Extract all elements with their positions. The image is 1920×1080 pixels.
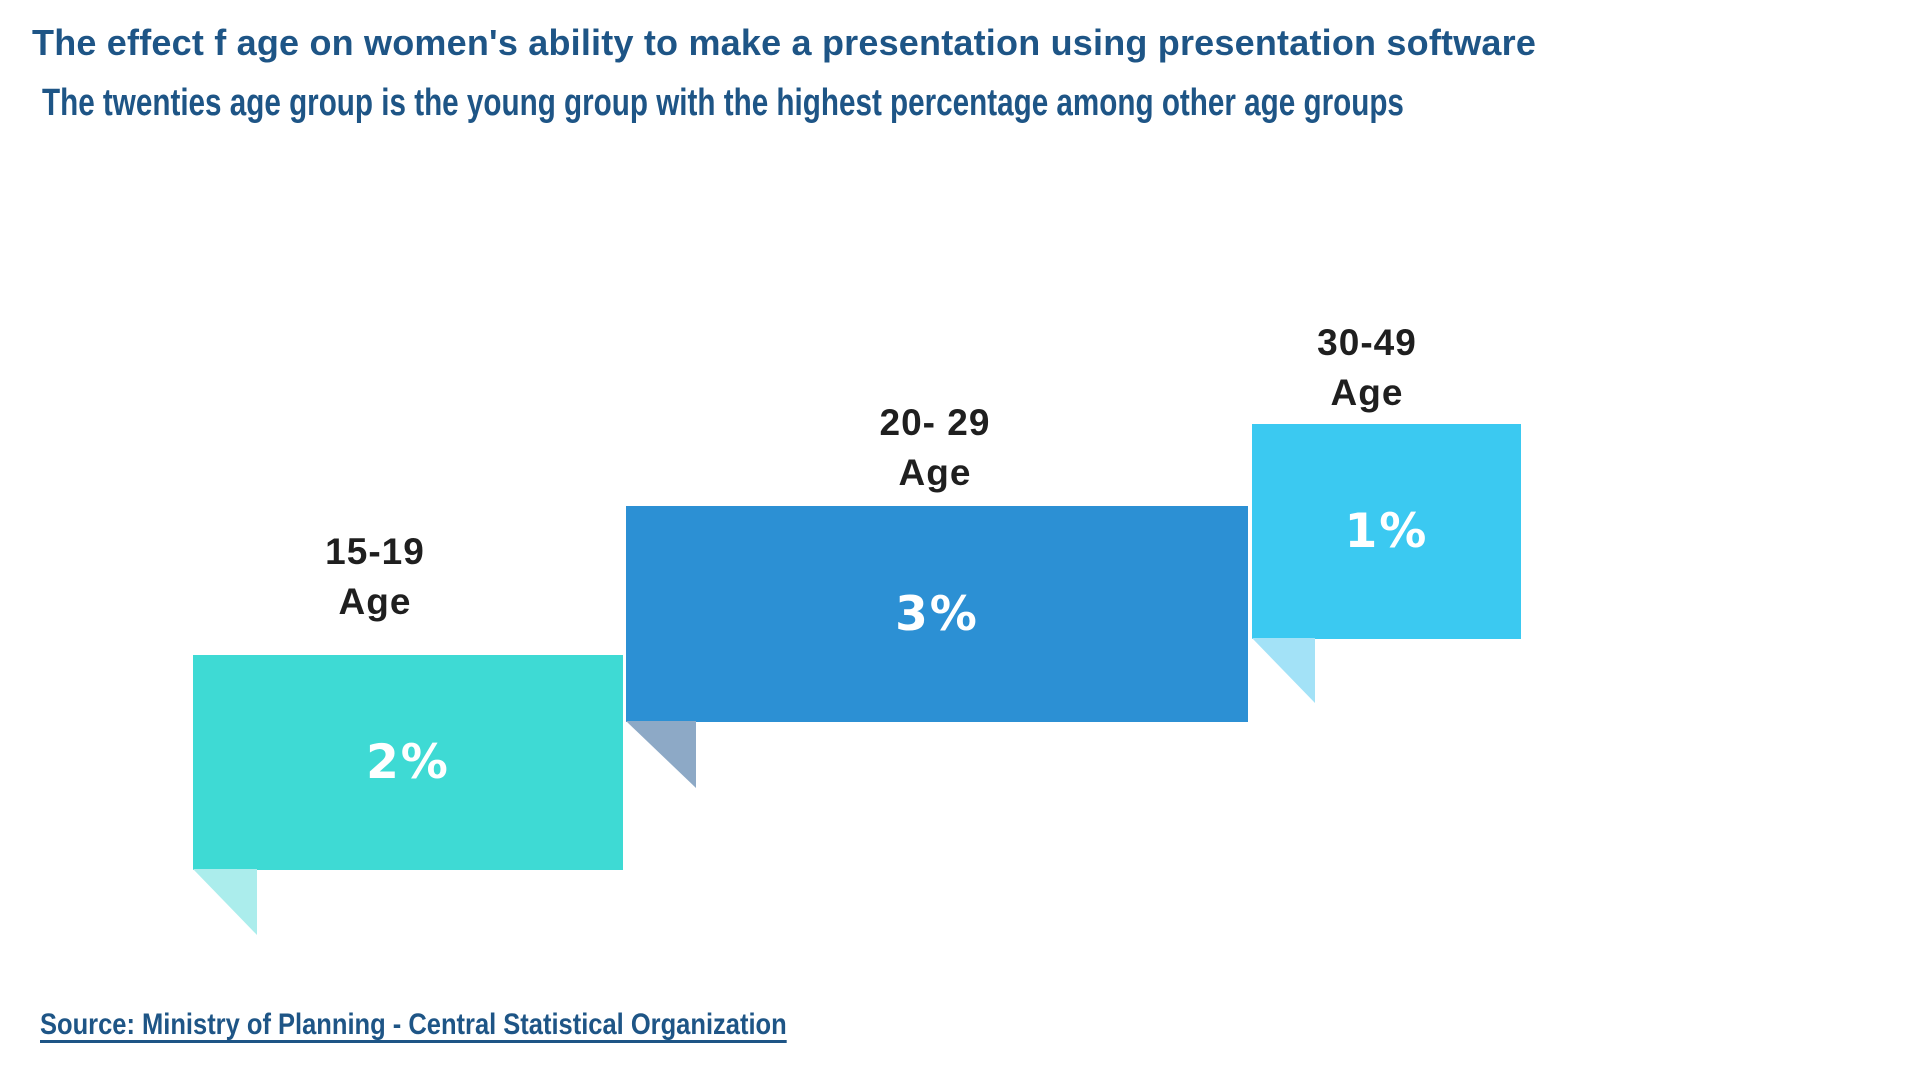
age-label-30-49: 30-49 Age [1237,318,1497,418]
age-label-word: Age [1330,372,1404,413]
age-label-range: 15-19 [325,531,425,572]
age-label-range: 30-49 [1317,322,1417,363]
percent-value-20-29: 3% [895,586,979,642]
speech-bubble-tail-20-29 [626,721,696,788]
chart-title: The effect f age on women's ability to m… [32,22,1537,63]
speech-bubble-bar-30-49: 1% [1252,424,1521,639]
speech-bubble-bar-15-19: 2% [193,655,623,870]
speech-bubble-tail-15-19 [193,869,257,935]
chart-subtitle: The twenties age group is the young grou… [42,82,1404,124]
percent-value-15-19: 2% [366,735,450,790]
age-label-word: Age [898,452,972,493]
age-label-20-29: 20- 29 Age [805,398,1065,498]
age-label-word: Age [338,581,412,622]
speech-bubble-bar-20-29: 3% [626,506,1248,722]
age-label-15-19: 15-19 Age [245,527,505,627]
source-link[interactable]: Source: Ministry of Planning - Central S… [40,1008,787,1041]
age-label-range: 20- 29 [879,402,991,443]
percent-value-30-49: 1% [1344,504,1429,559]
speech-bubble-tail-30-49 [1252,638,1315,703]
